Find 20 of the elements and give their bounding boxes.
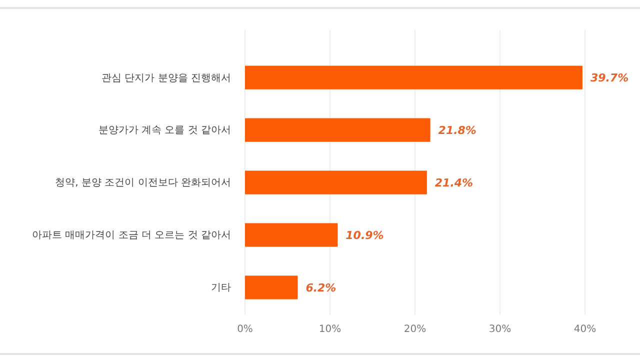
data-label: 21.8% [438, 124, 476, 137]
y-tick-label: 분양가가 계속 오를 것 같아서 [98, 125, 231, 136]
data-label: 6.2% [306, 281, 336, 294]
y-tick-label: 아파트 매매가격이 조금 더 오르는 것 같아서 [32, 230, 231, 242]
bar [245, 170, 427, 194]
bar [245, 223, 338, 247]
bar [245, 66, 582, 90]
x-tick-label: 30% [488, 324, 512, 336]
x-tick-label: 0% [237, 324, 253, 336]
x-tick-label: 20% [404, 324, 426, 336]
y-tick-label: 청약, 분양 조건이 이전보다 완화되어서 [55, 178, 231, 189]
bar [245, 276, 298, 300]
bar [245, 118, 430, 142]
x-tick-label: 10% [318, 324, 342, 336]
y-tick-label: 관심 단지가 분양을 진행해서 [101, 72, 231, 84]
data-label: 10.9% [346, 228, 384, 242]
data-label: 21.4% [434, 176, 474, 190]
x-tick-label: 40% [574, 324, 596, 336]
data-label: 39.7% [590, 71, 629, 84]
y-tick-label: 기타 [211, 282, 231, 294]
